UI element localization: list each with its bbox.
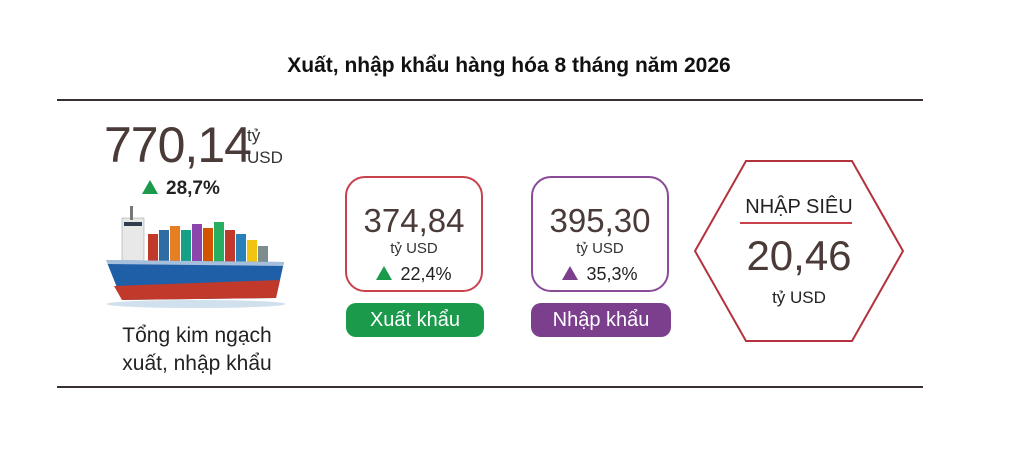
import-label-badge: Nhập khẩu xyxy=(531,303,671,337)
deficit-value: 20,46 xyxy=(746,232,852,279)
export-unit: tỷ USD xyxy=(390,240,438,257)
total-label-line2: xuất, nhập khẩu xyxy=(122,352,272,375)
export-label-badge: Xuất khẩu xyxy=(346,303,484,337)
export-change: 22,4% xyxy=(347,264,481,285)
total-label: Tổng kim ngạch xuất, nhập khẩu xyxy=(92,322,302,378)
deficit-label: NHẬP SIÊU xyxy=(745,196,853,218)
total-change-value: 28,7% xyxy=(166,178,220,199)
total-unit-bottom: USD xyxy=(247,148,283,167)
total-label-line1: Tổng kim ngạch xyxy=(122,324,272,347)
bottom-divider xyxy=(57,386,923,388)
total-change: 28,7% xyxy=(142,178,220,200)
export-card: 374,84 tỷ USD 22,4% xyxy=(345,176,483,292)
deficit-underline xyxy=(740,222,852,224)
import-card: 395,30 tỷ USD 35,3% xyxy=(531,176,669,292)
top-divider xyxy=(57,99,923,101)
total-unit-top: tỷ xyxy=(247,126,261,145)
import-change-value: 35,3% xyxy=(586,264,638,284)
export-change-value: 22,4% xyxy=(400,264,452,284)
import-change: 35,3% xyxy=(533,264,667,285)
total-value: 770,14 xyxy=(104,117,252,173)
up-arrow-icon xyxy=(376,266,393,280)
deficit-hexagon xyxy=(694,160,904,342)
import-unit: tỷ USD xyxy=(576,240,624,257)
page-title: Xuất, nhập khẩu hàng hóa 8 tháng năm 202… xyxy=(287,54,731,77)
deficit-unit: tỷ USD xyxy=(772,288,826,307)
import-value: 395,30 xyxy=(549,202,651,239)
up-arrow-icon xyxy=(562,266,579,280)
export-value: 374,84 xyxy=(363,202,465,239)
cargo-ship-icon xyxy=(106,206,286,308)
up-arrow-icon xyxy=(142,180,158,194)
